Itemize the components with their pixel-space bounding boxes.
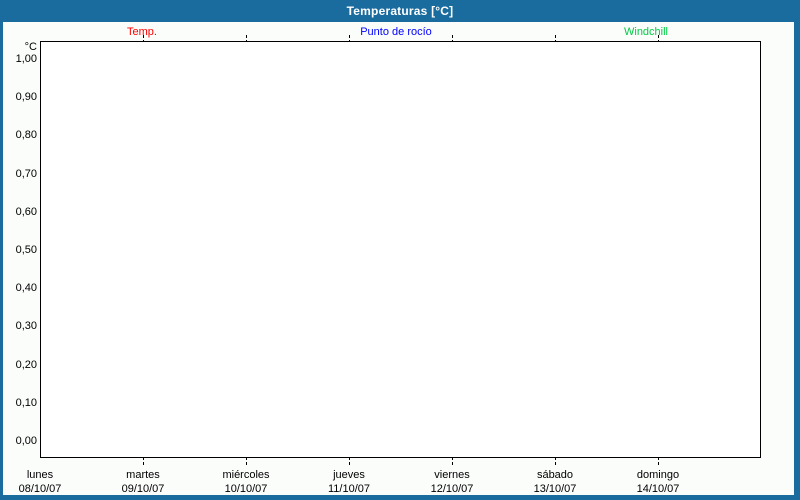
x-day-label: sábado 13/10/07	[534, 468, 577, 496]
legend-item: Temp.	[127, 26, 157, 38]
y-tick-label: 0,90	[15, 91, 37, 104]
x-day-label: jueves 11/10/07	[328, 468, 370, 496]
x-day-weekday: martes	[126, 469, 160, 481]
y-tick-label: 0,10	[15, 396, 37, 409]
x-day-date: 08/10/07	[18, 483, 62, 495]
chart-title: Temperaturas [°C]	[346, 4, 454, 18]
title-bar: Temperaturas [°C]	[0, 0, 800, 22]
x-day-date: 09/10/07	[121, 483, 165, 495]
y-tick-label: 0,40	[15, 282, 37, 295]
x-day-weekday: jueves	[333, 469, 365, 481]
x-day-label: miércoles 10/10/07	[222, 468, 269, 496]
x-day-date: 14/10/07	[636, 483, 680, 495]
y-tick-label: 0,50	[15, 244, 37, 256]
x-day-label: viernes 12/10/07	[431, 468, 474, 496]
x-day-weekday: miércoles	[222, 469, 270, 481]
x-day-label: martes 09/10/07	[122, 468, 165, 496]
x-day-label: lunes 08/10/07	[19, 468, 62, 496]
y-tick-label: 0,60	[15, 205, 37, 218]
x-day-date: 11/10/07	[327, 483, 371, 495]
y-tick-label: 0,00	[15, 435, 37, 447]
x-day-date: 13/10/07	[533, 483, 577, 495]
x-day-date: 10/10/07	[224, 483, 268, 495]
legend-item: Windchill	[623, 26, 669, 38]
y-tick-label: 0,20	[15, 358, 37, 371]
plot-area	[40, 41, 761, 458]
y-tick-label: 1,00	[15, 53, 37, 65]
x-day-weekday: domingo	[636, 469, 680, 481]
legend-item: Punto de rocío	[360, 26, 432, 38]
y-tick-label: 0,70	[15, 167, 37, 180]
x-day-label: domingo 14/10/07	[637, 468, 680, 496]
chart-canvas: Temp. Punto de rocío Windchill 1,00 0,90 0,8…	[3, 22, 794, 495]
x-day-date: 12/10/07	[430, 483, 474, 495]
y-axis-unit-label: °C	[24, 41, 37, 53]
y-tick-label: 0,80	[15, 129, 37, 142]
x-day-weekday: lunes	[26, 469, 54, 481]
y-tick-label: 0,30	[15, 320, 37, 333]
x-day-weekday: sábado	[536, 469, 574, 481]
x-day-weekday: viernes	[434, 469, 470, 481]
